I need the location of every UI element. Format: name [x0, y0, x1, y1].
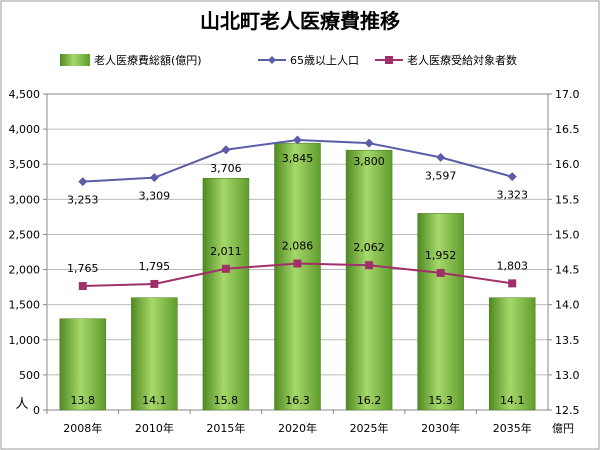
right-tick-label: 15.5: [555, 193, 580, 206]
line-point: [436, 268, 445, 277]
legend-swatch: [60, 54, 90, 66]
bar: [274, 142, 321, 411]
right-tick-label: 12.5: [555, 404, 580, 417]
bar-value-label: 14.1: [500, 394, 525, 407]
right-tick-label: 16.5: [555, 123, 580, 136]
line-value-label: 1,795: [139, 260, 171, 273]
line-value-label: 2,086: [282, 240, 314, 253]
line-series: [78, 135, 517, 291]
left-tick-label: 1,500: [9, 299, 41, 312]
bar: [131, 297, 178, 411]
bar-value-label: 16.2: [357, 394, 382, 407]
category-label: 2030年: [421, 421, 460, 435]
bar: [202, 178, 250, 411]
line-point: [293, 135, 302, 145]
line-point: [78, 282, 87, 291]
right-tick-label: 14.5: [555, 264, 580, 277]
line-value-label: 3,323: [496, 189, 528, 202]
legend-item: 老人医療費総額(億円): [60, 53, 202, 67]
line-point: [364, 138, 374, 148]
category-label: 2008年: [63, 421, 102, 435]
line-value-label: 3,800: [353, 155, 385, 168]
bar: [59, 318, 107, 411]
line-value-label: 1,765: [67, 262, 99, 275]
line-value-label: 1,803: [496, 259, 528, 272]
left-tick-label: 500: [19, 369, 40, 382]
line-point: [365, 261, 374, 270]
bar-value-label: 13.8: [71, 394, 96, 407]
axes: 0 500 1,000 1,500 2,000 2,500 3,000 3,500 4,000 4…: [9, 88, 580, 435]
legend-marker: [268, 56, 276, 64]
bar-series: [59, 142, 536, 411]
left-tick-label: 2,500: [9, 228, 41, 241]
legend-label: 老人医療費総額(億円): [94, 53, 202, 67]
line-point: [221, 145, 231, 155]
legend-item: 老人医療受給対象者数: [375, 53, 517, 67]
line-point: [507, 172, 517, 182]
right-tick-label: 16.0: [555, 158, 580, 171]
bar: [345, 149, 393, 411]
line-point: [221, 264, 230, 273]
legend-label: 65歳以上人口: [290, 54, 359, 67]
category-label: 2010年: [135, 421, 174, 435]
left-tick-label: 4,500: [9, 88, 41, 101]
left-tick-label: 2,000: [9, 264, 41, 277]
line-value-label: 3,597: [425, 169, 457, 182]
left-tick-label: 4,000: [9, 123, 41, 136]
data-labels: 13.8 14.1 15.8 16.3 16.2 15.3 14.1 3,253 3,309 3,…: [67, 152, 528, 407]
left-tick-label: 3,500: [9, 158, 41, 171]
bar-value-label: 14.1: [142, 394, 167, 407]
line-value-label: 3,309: [139, 190, 171, 203]
bar-value-label: 15.8: [214, 394, 239, 407]
legend-item: 65歳以上人口: [258, 54, 359, 67]
right-tick-label: 13.5: [555, 334, 580, 347]
category-label: 2015年: [206, 421, 245, 435]
legend-label: 老人医療受給対象者数: [407, 53, 517, 67]
line-point: [150, 279, 159, 288]
left-tick-label: 3,000: [9, 193, 41, 206]
legend-marker: [385, 56, 393, 64]
line-point: [436, 152, 446, 162]
bar: [488, 297, 536, 411]
line-value-label: 3,845: [282, 152, 314, 165]
line-value-label: 3,253: [67, 194, 99, 207]
bar: [417, 213, 464, 411]
right-tick-label: 13.0: [555, 369, 580, 382]
right-axis-unit: 億円: [552, 422, 574, 435]
line-value-label: 3,706: [210, 162, 242, 175]
left-tick-label: 1,000: [9, 334, 41, 347]
line-value-label: 2,062: [353, 241, 385, 254]
bar-value-label: 15.3: [428, 394, 453, 407]
line-point: [293, 259, 302, 268]
legend: 老人医療費総額(億円) 65歳以上人口 老人医療受給対象者数: [60, 53, 517, 67]
line-point: [149, 173, 159, 183]
line-point: [508, 279, 517, 288]
category-label: 2020年: [278, 421, 317, 435]
left-axis-unit: 人: [15, 397, 28, 412]
category-label: 2035年: [493, 421, 532, 435]
bar-value-label: 16.3: [285, 394, 310, 407]
right-tick-label: 14.0: [555, 299, 580, 312]
line-value-label: 1,952: [425, 249, 457, 262]
chart-title: 山北町老人医療費推移: [200, 9, 400, 33]
right-tick-label: 15.0: [555, 228, 580, 241]
right-tick-label: 17.0: [555, 88, 580, 101]
category-label: 2025年: [350, 421, 389, 435]
line-point: [78, 177, 88, 187]
left-tick-label: 0: [33, 404, 40, 417]
line-value-label: 2,011: [210, 245, 242, 258]
